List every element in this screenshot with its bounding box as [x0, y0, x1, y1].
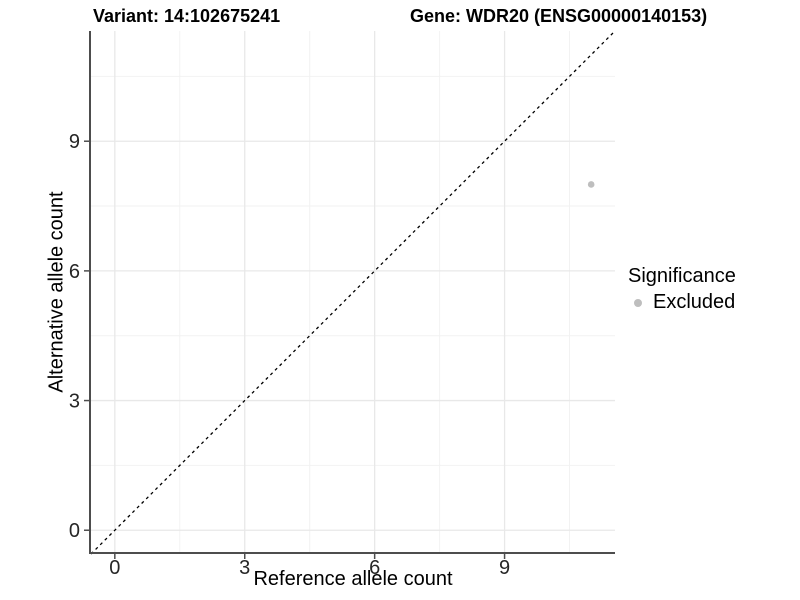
legend-title: Significance — [628, 265, 736, 287]
x-tick-label: 0 — [109, 557, 120, 579]
legend-item-label: Excluded — [653, 291, 736, 313]
y-tick-label: 0 — [69, 520, 80, 542]
x-tick-label: 9 — [499, 557, 510, 579]
y-tick-label: 6 — [69, 261, 80, 283]
x-tick-label: 6 — [369, 557, 380, 579]
x-axis-title: Reference allele count — [253, 568, 453, 590]
legend-item-excluded: Excluded — [628, 291, 736, 314]
y-axis-title: Alternative allele count — [45, 191, 68, 393]
x-tick-label: 3 — [239, 557, 250, 579]
y-tick-label: 3 — [69, 391, 80, 413]
y-tick-label: 9 — [69, 131, 80, 153]
legend: Significance Excluded — [628, 265, 736, 314]
plot-title-gene: Gene: WDR20 (ENSG00000140153) — [410, 6, 708, 26]
identity-dashed-line — [90, 30, 616, 555]
legend-point-icon — [634, 298, 642, 307]
data-point — [587, 181, 595, 188]
plot-title-variant: Variant: 14:102675241 — [93, 6, 281, 26]
